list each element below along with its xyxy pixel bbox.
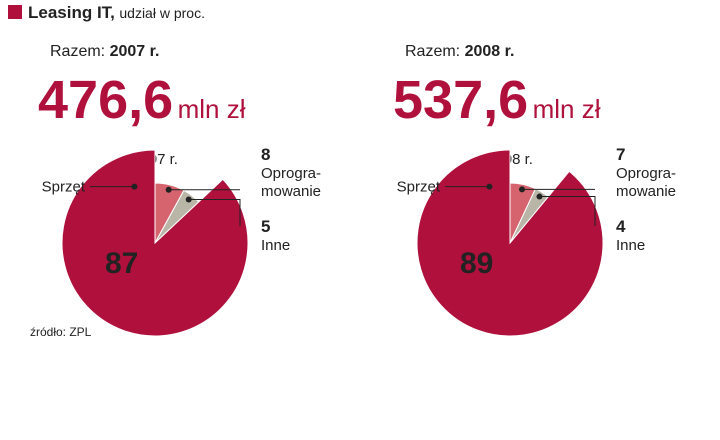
leader-dot bbox=[165, 186, 172, 193]
total-unit: mln zł bbox=[533, 94, 601, 124]
category-label: Inne bbox=[261, 237, 290, 254]
total-value: 476,6 bbox=[38, 70, 173, 130]
leader-dot bbox=[486, 183, 493, 190]
pie-slice bbox=[416, 149, 604, 337]
slice-value: 8 bbox=[261, 145, 270, 164]
total-value: 537,6 bbox=[393, 70, 528, 130]
source: źródło: ZPL bbox=[30, 325, 92, 339]
leader-dot bbox=[185, 196, 192, 203]
leader-dot bbox=[518, 186, 525, 193]
total: 537,6 mln zł bbox=[393, 70, 601, 130]
heading-year: 2007 r. bbox=[110, 43, 160, 60]
category-label: Sprzęt bbox=[397, 179, 441, 196]
leader-line bbox=[539, 196, 596, 226]
title-line: Leasing IT, udział w proc. bbox=[28, 3, 205, 22]
leader-dot bbox=[536, 193, 543, 200]
slice-value: 5 bbox=[261, 217, 270, 236]
category-label: Sprzęt bbox=[42, 179, 86, 196]
total: 476,6 mln zł bbox=[38, 70, 246, 130]
slice-value: 7 bbox=[616, 145, 625, 164]
title: Leasing IT, bbox=[28, 3, 115, 22]
category-label: mowanie bbox=[616, 183, 676, 200]
category-label: Inne bbox=[616, 237, 645, 254]
leader-line bbox=[188, 199, 241, 226]
category-label: mowanie bbox=[261, 183, 321, 200]
slice-value: 89 bbox=[460, 247, 493, 280]
category-label: Oprogra- bbox=[616, 165, 676, 182]
leader-dot bbox=[131, 183, 138, 190]
title-marker bbox=[8, 5, 22, 19]
subtitle: udział w proc. bbox=[119, 5, 205, 21]
heading-label: Razem: bbox=[405, 43, 460, 60]
slice-value: 4 bbox=[616, 217, 626, 236]
total-unit: mln zł bbox=[178, 94, 246, 124]
heading-year: 2008 r. bbox=[465, 43, 515, 60]
heading-label: Razem: bbox=[50, 43, 105, 60]
total-heading: Razem: 2007 r. bbox=[50, 43, 159, 60]
category-label: Oprogra- bbox=[261, 165, 321, 182]
pie-slice bbox=[61, 149, 249, 337]
total-heading: Razem: 2008 r. bbox=[405, 43, 514, 60]
slice-value: 87 bbox=[105, 247, 138, 280]
